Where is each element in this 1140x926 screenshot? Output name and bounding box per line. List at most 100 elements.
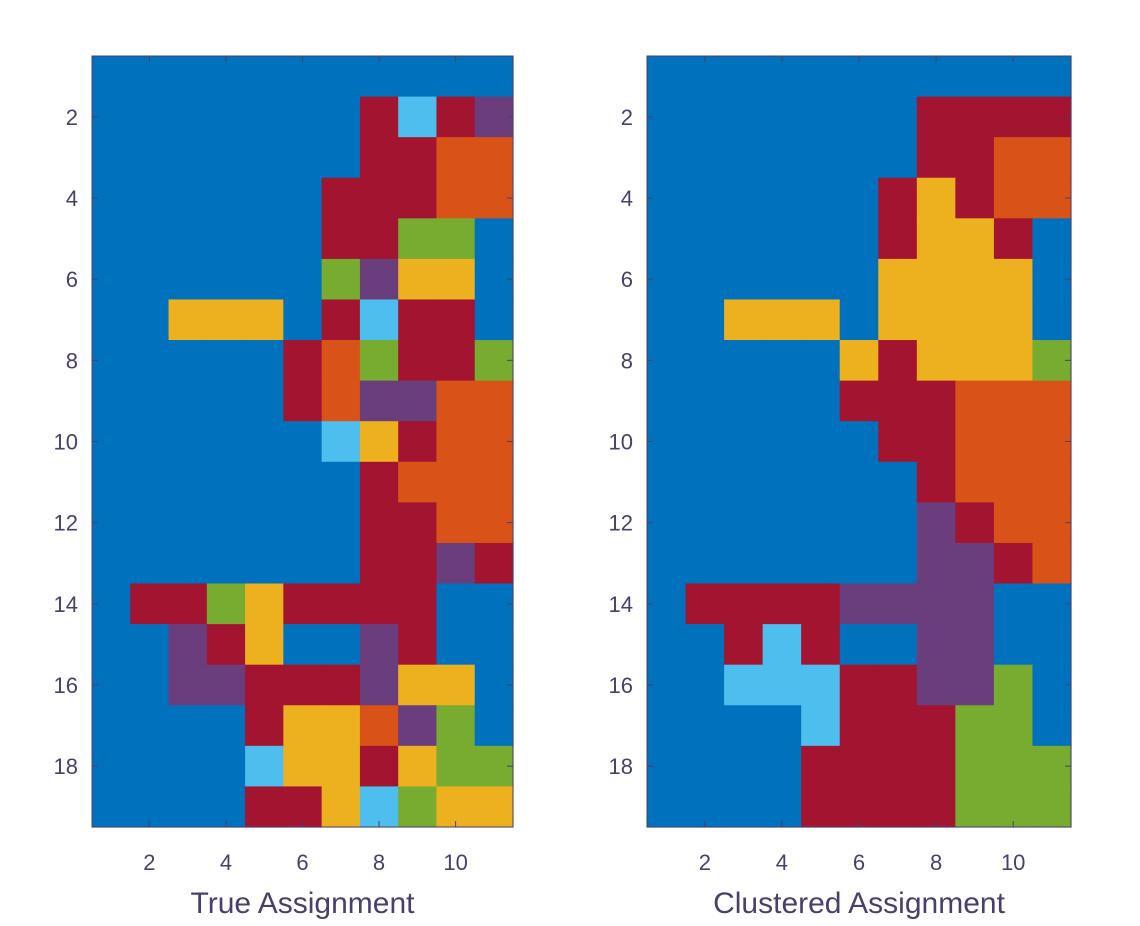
heatmap-cell-r16-c7 [878, 664, 918, 706]
heatmap-cell-r8-c2 [685, 340, 725, 382]
heatmap-cell-r2-c1 [647, 96, 687, 138]
heatmap-cell-r5-c1 [92, 218, 131, 260]
heatmap-cell-r17-c2 [130, 705, 170, 747]
heatmap-cell-r16-c8 [359, 664, 399, 706]
heatmap-cell-r14-c2 [685, 583, 725, 625]
heatmap-cell-r11-c8 [359, 461, 399, 503]
heatmap-cell-r17-c8 [359, 705, 399, 747]
heatmap-cell-r18-c10 [436, 745, 476, 788]
heatmap-cell-r12-c2 [130, 502, 170, 544]
heatmap-cell-r12-c5 [245, 502, 284, 544]
heatmap-cell-r18-c9 [955, 745, 995, 788]
heatmap-cell-r18-c10 [993, 745, 1034, 788]
heatmap-cell-r19-c6 [283, 786, 323, 828]
heatmap-cell-r1-c4 [762, 56, 802, 98]
heatmap-cell-r3-c7 [878, 137, 918, 179]
heatmap-cell-r1-c8 [359, 56, 399, 98]
heatmap-cell-r14-c10 [993, 583, 1034, 625]
heatmap-cell-r17-c8 [916, 705, 956, 747]
heatmap-cell-r16-c5 [245, 664, 284, 706]
heatmap-cell-r1-c1 [647, 56, 687, 98]
heatmap-cell-r10-c5 [801, 421, 841, 463]
heatmap-cell-r15-c11 [1032, 624, 1072, 666]
heatmap-cell-r16-c4 [206, 664, 246, 706]
heatmap-cell-r12-c3 [168, 502, 208, 544]
heatmap-cell-r15-c1 [647, 624, 687, 666]
heatmap-cell-r15-c5 [245, 624, 284, 666]
heatmap-cell-r11-c7 [878, 461, 918, 503]
heatmap-cell-r12-c1 [647, 502, 687, 544]
heatmap-cell-r2-c7 [321, 96, 361, 138]
heatmap-cell-r2-c10 [993, 96, 1034, 138]
heatmap-cell-r15-c6 [283, 624, 323, 666]
heatmap-cell-r15-c4 [206, 624, 246, 666]
heatmap-cell-r9-c4 [762, 380, 802, 422]
heatmap-cell-r13-c7 [321, 542, 361, 585]
heatmap-cell-r2-c5 [801, 96, 841, 138]
heatmap-cell-r5-c1 [647, 218, 687, 260]
y-tick-label-4: 4 [66, 186, 78, 211]
heatmap-cell-r8-c9 [955, 340, 995, 382]
heatmap-cell-r4-c1 [647, 177, 687, 219]
heatmap-cell-r5-c3 [724, 218, 764, 260]
heatmap-cell-r2-c3 [168, 96, 208, 138]
heatmap-cell-r15-c3 [724, 624, 764, 666]
heatmap-cell-r14-c3 [724, 583, 764, 625]
heatmap-cell-r16-c5 [801, 664, 841, 706]
heatmap-cell-r9-c9 [398, 380, 438, 422]
heatmap-cell-r4-c4 [206, 177, 246, 219]
heatmap-cell-r7-c8 [916, 299, 956, 341]
heatmap-cell-r17-c5 [245, 705, 284, 747]
y-tick-label-8: 8 [621, 348, 633, 373]
heatmap-cell-r12-c4 [762, 502, 802, 544]
heatmap-cell-r9-c5 [801, 380, 841, 422]
heatmap-cell-r10-c10 [993, 421, 1034, 463]
heatmap-cell-r5-c11 [1032, 218, 1072, 260]
heatmap-cell-r5-c10 [436, 218, 476, 260]
heatmap-cell-r3-c10 [993, 137, 1034, 179]
heatmap-cell-r12-c8 [359, 502, 399, 544]
heatmap-cell-r14-c10 [436, 583, 476, 625]
heatmap-cell-r7-c1 [647, 299, 687, 341]
y-tick-label-18: 18 [54, 754, 78, 779]
heatmap-cell-r12-c3 [724, 502, 764, 544]
heatmap-cell-r14-c3 [168, 583, 208, 625]
heatmap-cell-r6-c10 [436, 258, 476, 301]
heatmap-cell-r13-c1 [647, 542, 687, 585]
heatmap-cell-r19-c9 [398, 786, 438, 828]
heatmap-cell-r12-c2 [685, 502, 725, 544]
heatmap-cell-r9-c3 [168, 380, 208, 422]
heatmap-cell-r18-c7 [321, 745, 361, 788]
heatmap-cell-r16-c10 [436, 664, 476, 706]
heatmap-cell-r7-c8 [359, 299, 399, 341]
heatmap-cell-r9-c8 [916, 380, 956, 422]
true-assignment-xlabel: True Assignment [191, 887, 416, 920]
heatmap-cell-r13-c4 [762, 542, 802, 585]
heatmap-cell-r1-c10 [436, 56, 476, 98]
x-tick-label-10: 10 [1001, 850, 1025, 875]
heatmap-cell-r1-c3 [724, 56, 764, 98]
heatmap-cell-r15-c2 [130, 624, 170, 666]
x-tick-label-4: 4 [220, 850, 232, 875]
heatmap-cell-r19-c11 [474, 786, 514, 828]
heatmap-cell-r6-c1 [647, 258, 687, 301]
heatmap-cell-r7-c7 [321, 299, 361, 341]
heatmap-cell-r14-c7 [878, 583, 918, 625]
heatmap-cell-r2-c6 [283, 96, 323, 138]
heatmap-cell-r18-c2 [685, 745, 725, 788]
heatmap-cell-r6-c10 [993, 258, 1034, 301]
heatmap-cell-r3-c6 [283, 137, 323, 179]
heatmap-cell-r15-c5 [801, 624, 841, 666]
heatmap-cell-r19-c9 [955, 786, 995, 828]
heatmap-cell-r17-c7 [878, 705, 918, 747]
heatmap-cell-r10-c10 [436, 421, 476, 463]
heatmap-cell-r1-c1 [92, 56, 131, 98]
x-tick-label-6: 6 [296, 850, 308, 875]
y-tick-label-2: 2 [621, 105, 633, 130]
heatmap-cell-r15-c4 [762, 624, 802, 666]
heatmap-cell-r1-c7 [321, 56, 361, 98]
heatmap-cell-r9-c10 [993, 380, 1034, 422]
heatmap-cell-r9-c6 [839, 380, 879, 422]
heatmap-cell-r19-c1 [647, 786, 687, 828]
heatmap-cell-r16-c10 [993, 664, 1034, 706]
